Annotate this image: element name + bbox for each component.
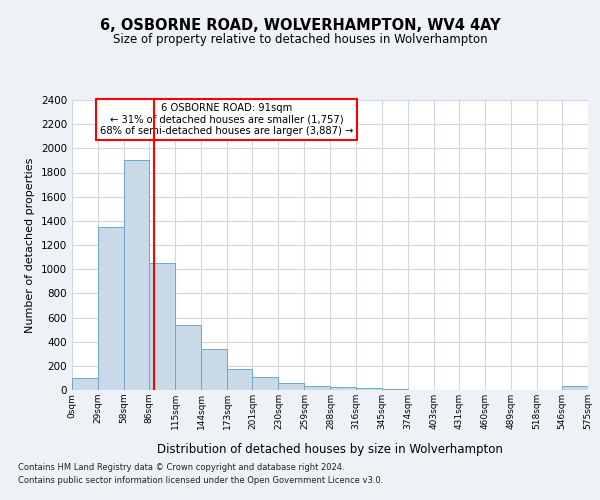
- Y-axis label: Number of detached properties: Number of detached properties: [25, 158, 35, 332]
- Bar: [562, 386, 588, 390]
- Bar: [331, 387, 356, 390]
- Text: Contains public sector information licensed under the Open Government Licence v3: Contains public sector information licen…: [18, 476, 383, 485]
- Bar: [175, 325, 201, 390]
- Text: 6, OSBORNE ROAD, WOLVERHAMPTON, WV4 4AY: 6, OSBORNE ROAD, WOLVERHAMPTON, WV4 4AY: [100, 18, 500, 32]
- Bar: [356, 388, 382, 390]
- Text: Size of property relative to detached houses in Wolverhampton: Size of property relative to detached ho…: [113, 32, 487, 46]
- Bar: [98, 227, 124, 390]
- Bar: [304, 386, 331, 390]
- Text: 6 OSBORNE ROAD: 91sqm
← 31% of detached houses are smaller (1,757)
68% of semi-d: 6 OSBORNE ROAD: 91sqm ← 31% of detached …: [100, 103, 353, 136]
- Bar: [382, 389, 407, 390]
- Bar: [253, 378, 278, 390]
- Bar: [149, 263, 175, 390]
- Bar: [278, 384, 304, 390]
- Text: Contains HM Land Registry data © Crown copyright and database right 2024.: Contains HM Land Registry data © Crown c…: [18, 464, 344, 472]
- Bar: [201, 349, 227, 390]
- Bar: [72, 378, 98, 390]
- Bar: [124, 160, 149, 390]
- Bar: [227, 370, 253, 390]
- Text: Distribution of detached houses by size in Wolverhampton: Distribution of detached houses by size …: [157, 442, 503, 456]
